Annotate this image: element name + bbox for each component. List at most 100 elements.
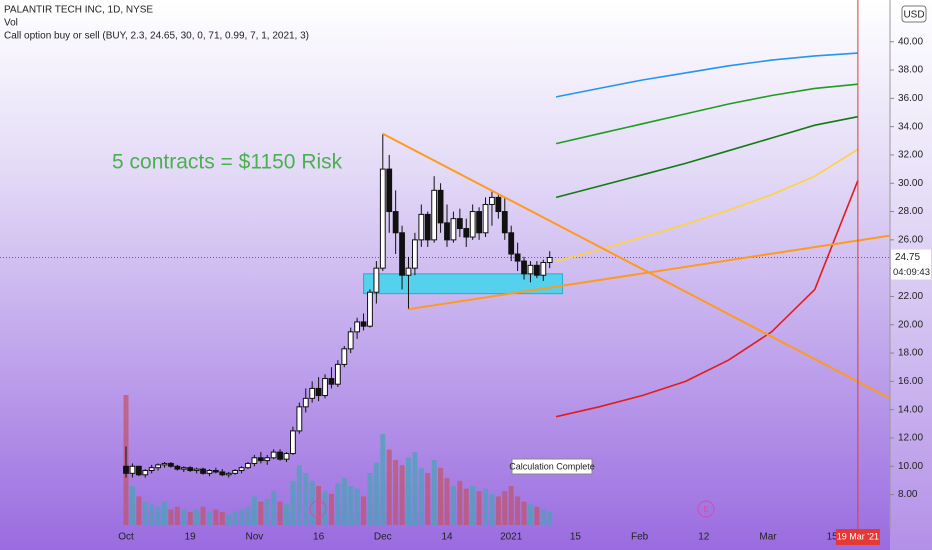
countdown: 04:09:43 xyxy=(893,267,930,278)
volume-bar xyxy=(226,514,232,525)
volume-bar xyxy=(470,486,476,525)
volume-bar xyxy=(168,509,174,525)
candle-body xyxy=(489,196,495,205)
volume-bar xyxy=(476,491,482,525)
volume-bar xyxy=(386,449,392,525)
candle-body xyxy=(508,232,515,255)
y-tick-label: 10.00 xyxy=(898,461,923,472)
candle-body xyxy=(155,464,161,469)
candle-body xyxy=(341,348,348,365)
y-tick-label: 18.00 xyxy=(898,348,923,359)
volume-bar xyxy=(463,488,469,525)
volume-bar xyxy=(483,488,489,525)
volume-bar xyxy=(155,506,161,525)
candle-body xyxy=(418,213,425,241)
candle-body xyxy=(546,257,553,264)
indicator-line xyxy=(555,180,859,418)
volume-bar xyxy=(290,480,296,525)
candle-body xyxy=(444,222,450,241)
volume-bar xyxy=(515,496,521,525)
volume-bar xyxy=(418,467,424,525)
x-tick-label: Oct xyxy=(118,532,134,543)
candle-body xyxy=(302,397,309,408)
volume-bar xyxy=(328,493,334,525)
candle-body xyxy=(206,470,213,474)
candle-body xyxy=(469,211,476,238)
candle-body xyxy=(328,378,335,385)
y-tick-label: 34.00 xyxy=(898,121,923,132)
volume-bar xyxy=(495,496,501,525)
volume-bar xyxy=(181,509,187,525)
volume-bar xyxy=(521,501,527,525)
header-title: PALANTIR TECH INC, 1D, NYSE xyxy=(4,5,153,16)
volume-bar xyxy=(264,499,270,525)
volume-bar xyxy=(142,501,148,525)
x-tick-label: 14 xyxy=(441,532,453,543)
last-price: 24.75 xyxy=(895,252,920,263)
x-tick-label: Nov xyxy=(246,532,264,543)
volume-bar xyxy=(277,501,283,525)
candle-body xyxy=(277,451,283,460)
candle-body xyxy=(360,321,367,327)
candle-body xyxy=(123,465,129,474)
volume-bar xyxy=(136,496,142,525)
candle-body xyxy=(270,451,277,459)
candle-body xyxy=(456,218,463,230)
candle-body xyxy=(367,291,373,327)
candle-body xyxy=(225,472,232,476)
annotation: 5 contracts = $1150 Risk xyxy=(112,151,343,174)
event-label: E xyxy=(315,505,320,514)
candle-body xyxy=(373,267,380,293)
x-tick-label: Mar xyxy=(759,532,777,543)
y-tick-label: 8.00 xyxy=(898,489,918,500)
candle-body xyxy=(251,457,258,464)
y-tick-label: 40.00 xyxy=(898,36,923,47)
candle-body xyxy=(180,467,187,470)
y-tick-label: 30.00 xyxy=(898,178,923,189)
candle-body xyxy=(482,203,489,234)
volume-bar xyxy=(245,506,251,525)
candle-body xyxy=(527,264,534,275)
header-vol: Vol xyxy=(4,18,18,29)
volume-bar xyxy=(354,488,360,525)
candle-body xyxy=(296,406,303,432)
volume-bar xyxy=(348,486,354,525)
volume-bar xyxy=(425,473,431,525)
candle-body xyxy=(347,331,354,350)
y-tick-label: 28.00 xyxy=(898,206,923,217)
event-label: E xyxy=(703,505,708,514)
volume-bar xyxy=(373,462,379,525)
volume-bar xyxy=(200,506,206,525)
y-tick-label: 20.00 xyxy=(898,319,923,330)
volume-bar xyxy=(450,486,456,525)
volume-bar xyxy=(187,512,193,525)
x-tick-label: Dec xyxy=(374,532,392,543)
cursor-date-box xyxy=(835,529,880,545)
currency-box[interactable] xyxy=(901,5,927,23)
last-price-box xyxy=(891,249,931,265)
y-tick-label: 22.00 xyxy=(898,291,923,302)
volume-bar xyxy=(412,452,418,525)
volume-bar xyxy=(341,478,347,525)
candle-body xyxy=(290,430,296,455)
event-marker xyxy=(697,500,715,518)
zone xyxy=(363,273,564,295)
candle-body xyxy=(283,453,290,460)
x-tick-label: 15 xyxy=(570,532,582,543)
volume-bar xyxy=(547,512,553,525)
candle-body xyxy=(257,457,264,462)
candle-body xyxy=(129,465,136,474)
volume-bar xyxy=(251,496,257,525)
volume-bar xyxy=(174,506,180,525)
y-tick-label: 16.00 xyxy=(898,376,923,387)
candle-body xyxy=(212,470,219,473)
volume-bar xyxy=(271,491,277,525)
candle-body xyxy=(232,470,239,474)
candle-body xyxy=(245,462,251,469)
volume-bar xyxy=(393,460,399,525)
volume-bar xyxy=(431,460,437,525)
candle-body xyxy=(238,467,245,472)
candle-body xyxy=(187,467,194,472)
y-tick-label: 14.00 xyxy=(898,404,923,415)
volume-bar xyxy=(303,473,309,525)
